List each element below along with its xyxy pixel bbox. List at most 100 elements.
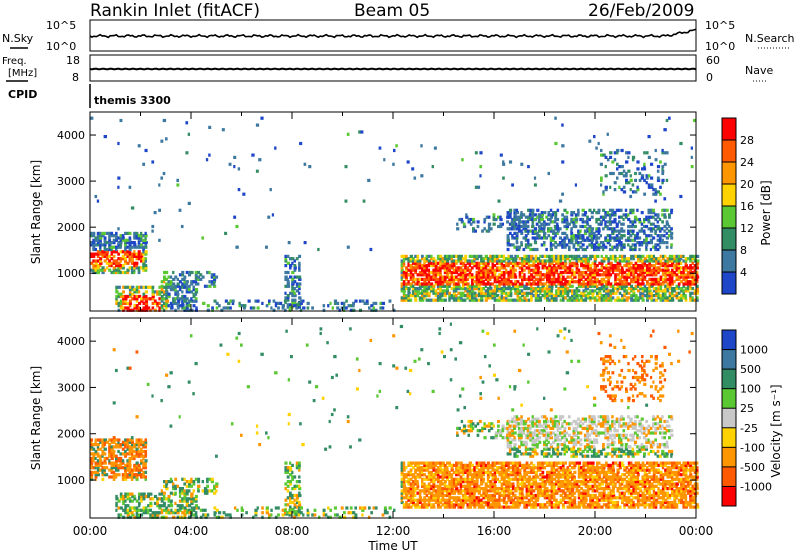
data-cell xyxy=(402,287,406,291)
data-cell xyxy=(615,234,619,238)
data-cell xyxy=(203,284,207,288)
data-cell xyxy=(149,504,153,508)
data-cell xyxy=(466,491,470,495)
data-cell xyxy=(407,470,410,474)
data-cell xyxy=(344,199,348,203)
data-cell xyxy=(591,280,595,284)
data-cell xyxy=(165,484,168,488)
data-cell xyxy=(194,290,199,294)
data-cell xyxy=(581,238,585,242)
data-cell xyxy=(418,270,422,275)
data-cell xyxy=(233,155,237,159)
data-cell xyxy=(492,215,496,219)
data-cell xyxy=(448,270,451,275)
data-cell xyxy=(135,452,139,456)
data-cell xyxy=(645,234,648,238)
data-cell xyxy=(537,220,541,224)
data-cell xyxy=(432,477,435,481)
data-cell xyxy=(142,234,145,238)
data-cell xyxy=(144,449,147,454)
data-cell xyxy=(652,294,656,298)
data-cell xyxy=(600,183,603,187)
data-cell xyxy=(596,280,599,284)
data-cell xyxy=(450,266,454,270)
data-cell xyxy=(648,273,651,277)
data-cell xyxy=(645,215,648,219)
data-cell xyxy=(623,284,627,288)
data-cell xyxy=(589,275,592,279)
data-cell xyxy=(407,489,411,493)
data-cell xyxy=(133,241,136,245)
data-cell xyxy=(657,270,660,275)
data-cell xyxy=(579,217,583,222)
data-cell xyxy=(450,264,454,268)
data-cell xyxy=(457,482,460,486)
data-cell xyxy=(661,178,665,182)
data-cell xyxy=(536,282,540,286)
data-cell xyxy=(416,257,419,261)
data-cell xyxy=(286,254,290,258)
data-cell xyxy=(165,284,168,288)
data-cell xyxy=(156,513,160,517)
data-cell xyxy=(605,291,609,295)
data-cell xyxy=(682,284,686,288)
data-cell xyxy=(434,473,438,477)
data-cell xyxy=(448,264,451,268)
data-cell xyxy=(340,306,344,310)
data-cell xyxy=(582,264,586,268)
data-cell xyxy=(115,504,118,508)
data-cell xyxy=(471,259,474,263)
data-cell xyxy=(402,296,406,300)
data-cell xyxy=(574,236,578,240)
data-cell xyxy=(570,238,574,242)
data-cell xyxy=(556,227,560,231)
data-cell xyxy=(607,270,611,275)
data-cell xyxy=(622,243,626,247)
data-cell xyxy=(618,238,621,242)
data-cell xyxy=(289,500,292,505)
velocity-cells xyxy=(90,322,700,519)
data-cell xyxy=(169,501,173,505)
data-cell xyxy=(530,264,534,268)
data-cell xyxy=(101,243,105,247)
data-cell xyxy=(507,287,511,291)
data-cell xyxy=(564,291,567,295)
data-cell xyxy=(144,443,148,447)
data-cell xyxy=(536,259,540,263)
data-cell xyxy=(554,213,558,217)
data-cell xyxy=(402,491,406,495)
data-cell xyxy=(436,277,440,281)
data-cell xyxy=(543,236,546,240)
data-cell xyxy=(627,287,631,291)
data-cell xyxy=(122,299,126,303)
data-cell xyxy=(284,284,288,288)
data-cell xyxy=(293,280,297,284)
data-cell xyxy=(140,285,143,289)
data-cell xyxy=(468,287,472,291)
data-cell xyxy=(622,245,626,249)
data-cell xyxy=(329,515,332,519)
data-cell xyxy=(452,298,456,302)
data-cell xyxy=(284,468,287,472)
data-cell xyxy=(368,306,371,310)
data-cell xyxy=(137,243,141,247)
data-cell xyxy=(480,298,484,302)
data-cell xyxy=(530,291,534,295)
data-cell xyxy=(117,301,121,305)
data-cell xyxy=(119,463,123,467)
data-cell xyxy=(411,473,416,477)
data-cell xyxy=(163,297,166,301)
data-cell xyxy=(536,289,540,293)
data-cell xyxy=(126,468,129,472)
data-cell xyxy=(546,254,549,258)
data-cell xyxy=(586,273,590,277)
data-cell xyxy=(583,231,588,235)
data-cell xyxy=(597,236,601,240)
data-cell xyxy=(439,505,442,509)
data-cell xyxy=(185,480,188,484)
data-cell xyxy=(133,268,136,272)
data-cell xyxy=(190,497,194,501)
data-cell xyxy=(616,277,620,281)
data-cell xyxy=(593,277,597,281)
data-cell xyxy=(92,234,96,238)
